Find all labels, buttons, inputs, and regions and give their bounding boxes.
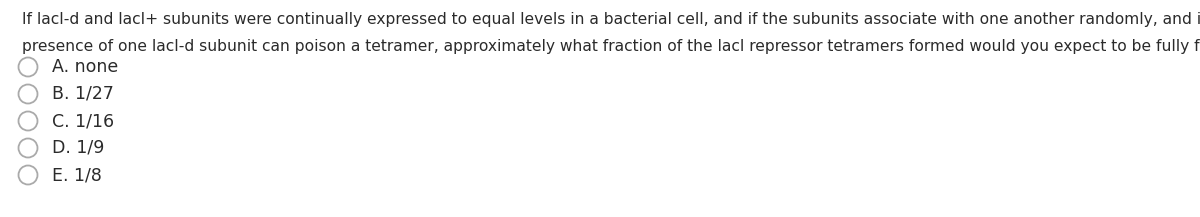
Text: A. none: A. none [52, 58, 119, 76]
Text: presence of one lacI-d subunit can poison a tetramer, approximately what fractio: presence of one lacI-d subunit can poiso… [22, 39, 1200, 54]
Text: D. 1/9: D. 1/9 [52, 139, 104, 157]
Text: B. 1/27: B. 1/27 [52, 85, 114, 103]
Text: If lacI-d and lacI+ subunits were continually expressed to equal levels in a bac: If lacI-d and lacI+ subunits were contin… [22, 12, 1200, 27]
Text: C. 1/16: C. 1/16 [52, 112, 114, 130]
Text: E. 1/8: E. 1/8 [52, 166, 102, 184]
